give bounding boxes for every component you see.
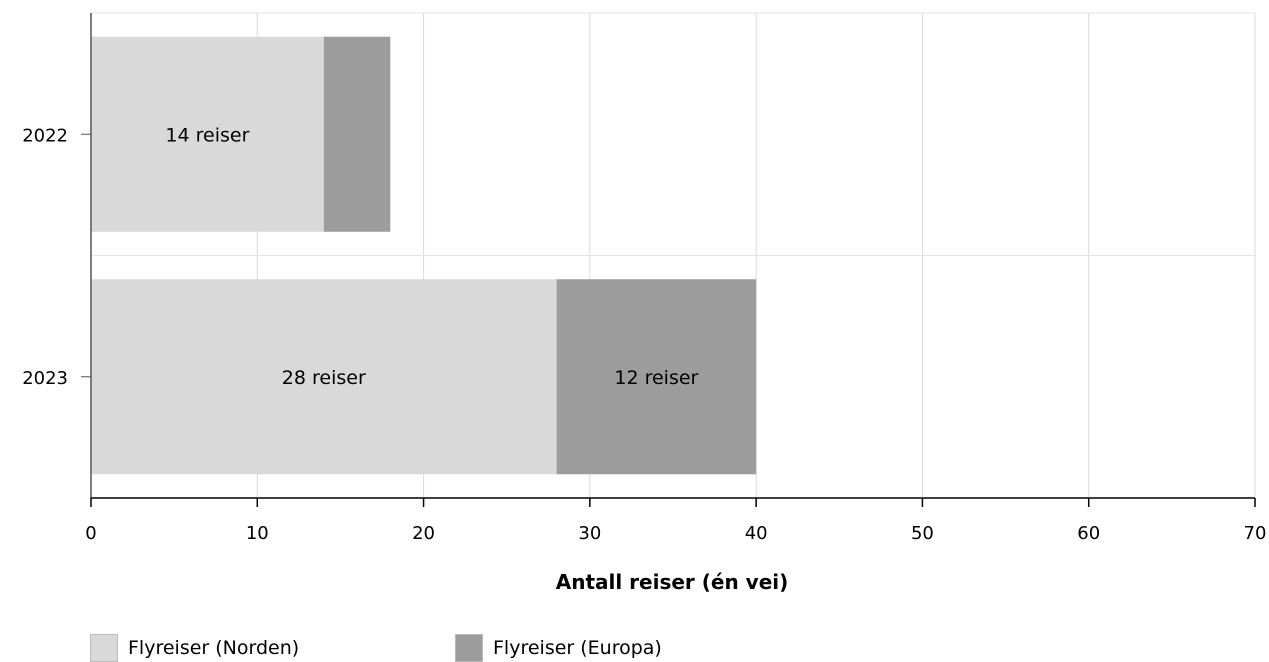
x-tick-label-0: 0 [85, 523, 96, 544]
y-tick-labels: 2022 2023 [22, 125, 68, 389]
bar-2022-series-0 [91, 36, 324, 232]
bar-labels: 14 reiser 28 reiser 12 reiser [165, 124, 698, 389]
bars [91, 36, 757, 475]
bar-chart: 14 reiser 28 reiser 12 reiser 0 10 20 30 40 50 6… [22, 12, 1266, 594]
x-tick-label-60: 60 [1077, 523, 1100, 544]
x-tick-label-20: 20 [412, 523, 435, 544]
legend-label-europa: Flyreiser (Europa) [493, 637, 662, 659]
y-tick-label-2022: 2022 [22, 125, 68, 146]
legend-item-europa[interactable]: Flyreiser (Europa) [455, 634, 662, 662]
x-tick-label-40: 40 [745, 523, 768, 544]
x-tick-label-30: 30 [578, 523, 601, 544]
legend-label-norden: Flyreiser (Norden) [128, 637, 300, 659]
x-tick-labels: 0 10 20 30 40 50 60 70 [85, 523, 1266, 544]
legend-swatch-europa [455, 634, 483, 662]
bar-2023-series-1 [556, 279, 757, 475]
x-tick-label-50: 50 [911, 523, 934, 544]
bar-label-2022-series-0: 14 reiser [165, 124, 249, 146]
x-tick-label-70: 70 [1244, 523, 1267, 544]
x-axis-title: Antall reiser (én vei) [556, 570, 789, 594]
bar-label-2023-series-1: 12 reiser [614, 367, 698, 389]
legend-swatch-norden [90, 634, 118, 662]
legend: Flyreiser (Norden) Flyreiser (Europa) [90, 634, 662, 662]
y-tick-label-2023: 2023 [22, 368, 68, 389]
bar-label-2023-series-0: 28 reiser [282, 367, 366, 389]
legend-item-norden[interactable]: Flyreiser (Norden) [90, 634, 455, 662]
bar-2022-series-1 [323, 36, 391, 232]
bar-2023-series-0 [91, 279, 557, 475]
x-tick-label-10: 10 [246, 523, 269, 544]
axes [81, 13, 1256, 507]
